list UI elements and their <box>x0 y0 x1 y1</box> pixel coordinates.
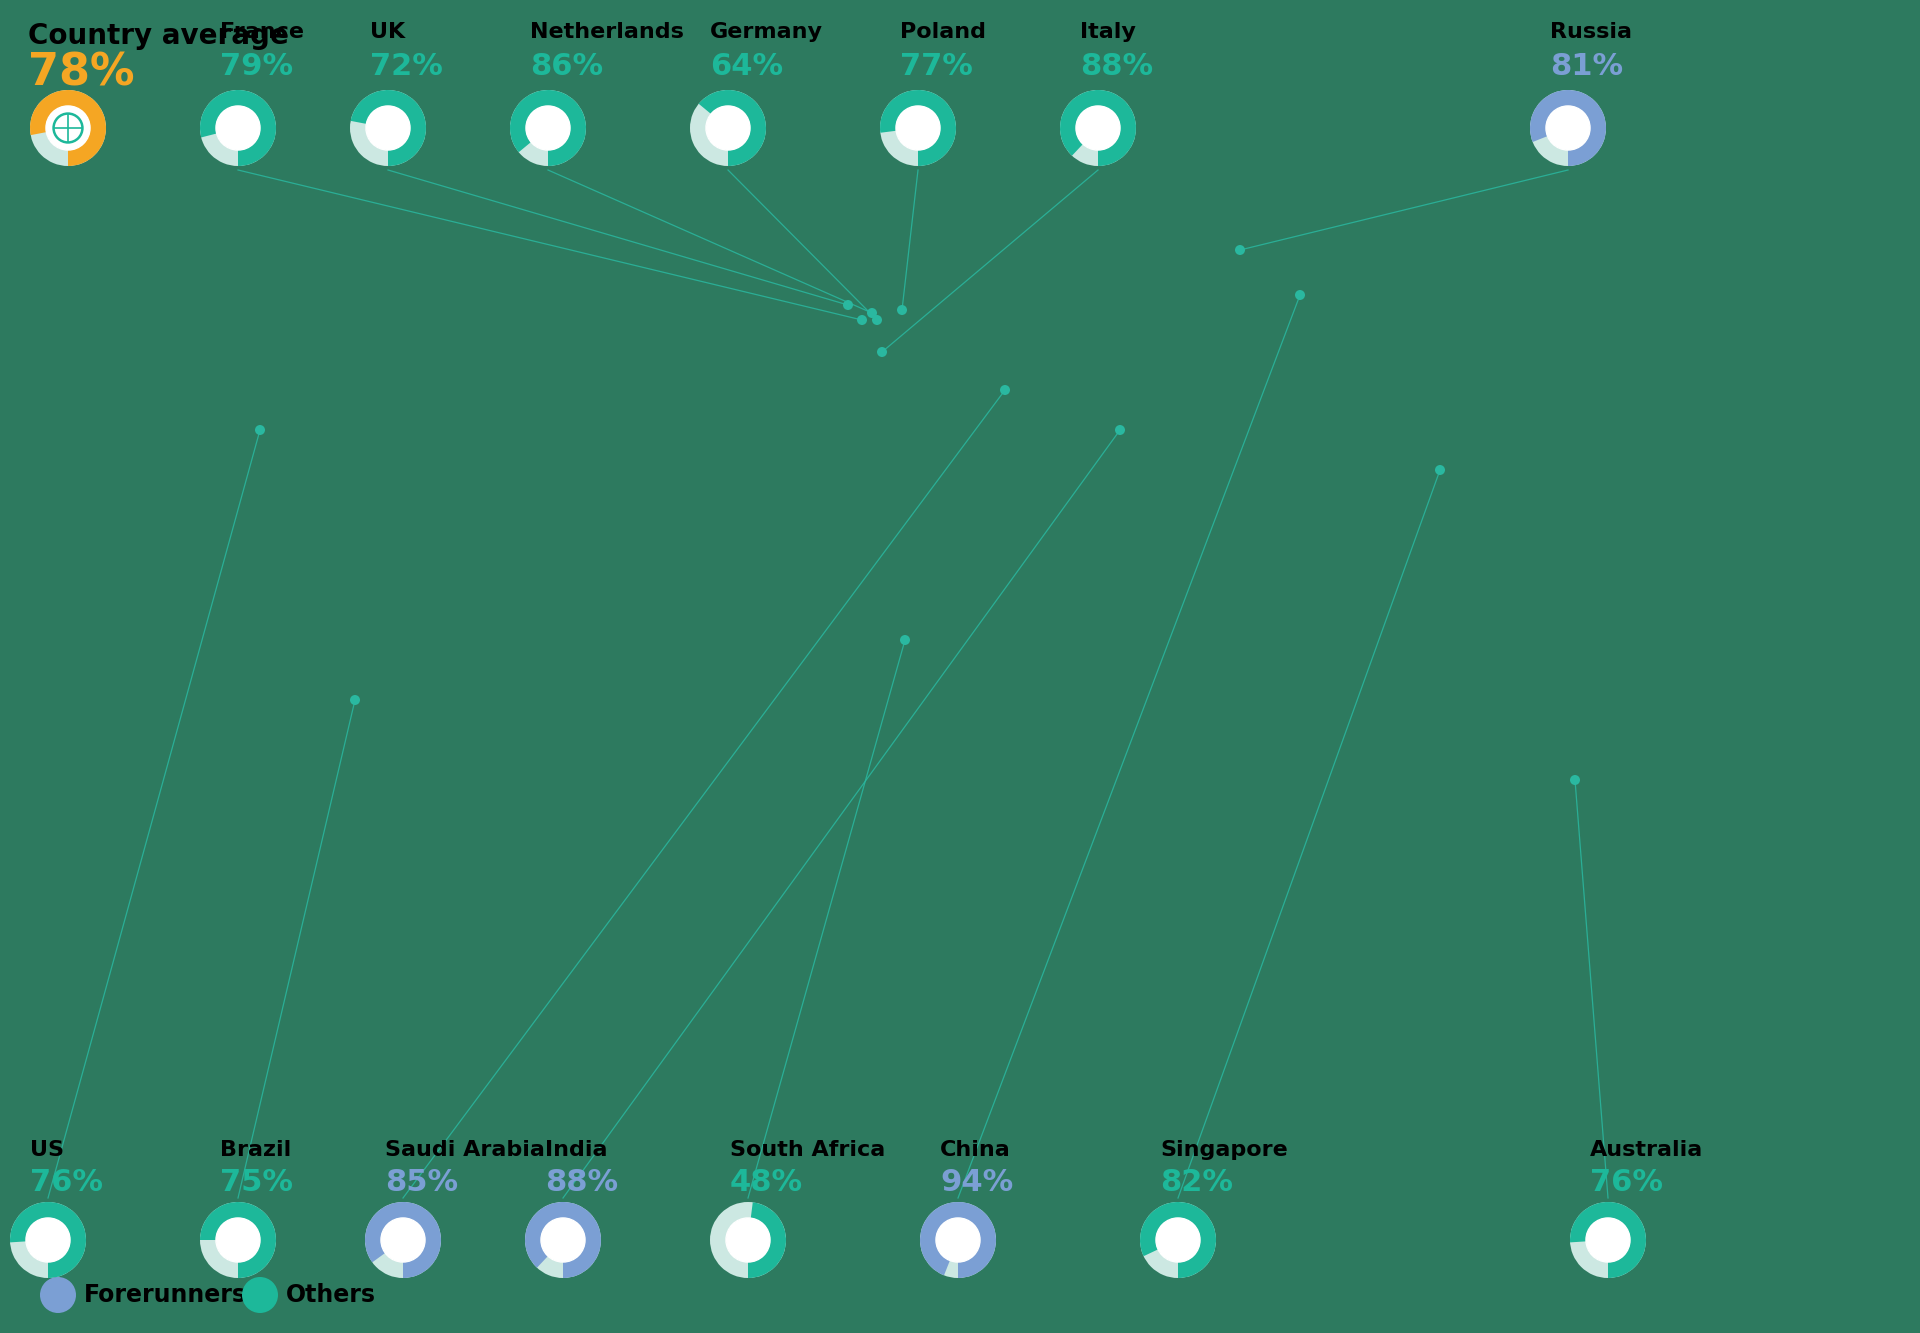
Wedge shape <box>365 1202 442 1278</box>
Wedge shape <box>200 91 276 167</box>
Circle shape <box>868 308 877 319</box>
Circle shape <box>872 315 881 325</box>
Text: 88%: 88% <box>545 1168 618 1197</box>
Wedge shape <box>920 1202 996 1278</box>
Text: 88%: 88% <box>1079 52 1154 81</box>
Text: Poland: Poland <box>900 23 987 43</box>
Text: Germany: Germany <box>710 23 824 43</box>
Wedge shape <box>699 91 766 167</box>
Text: 82%: 82% <box>1160 1168 1233 1197</box>
Circle shape <box>1546 105 1590 151</box>
Wedge shape <box>31 91 106 167</box>
Text: Saudi Arabia: Saudi Arabia <box>386 1140 545 1160</box>
Text: 77%: 77% <box>900 52 973 81</box>
Text: 75%: 75% <box>221 1168 294 1197</box>
Wedge shape <box>365 1202 442 1278</box>
Text: Singapore: Singapore <box>1160 1140 1288 1160</box>
Wedge shape <box>31 91 106 167</box>
Wedge shape <box>200 1202 276 1278</box>
Text: 85%: 85% <box>386 1168 459 1197</box>
Text: Italy: Italy <box>1079 23 1137 43</box>
Text: Brazil: Brazil <box>221 1140 292 1160</box>
Text: Others: Others <box>286 1282 376 1306</box>
Circle shape <box>726 1218 770 1262</box>
Wedge shape <box>200 91 276 167</box>
Text: 94%: 94% <box>941 1168 1014 1197</box>
Text: 81%: 81% <box>1549 52 1622 81</box>
Circle shape <box>242 1277 278 1313</box>
Wedge shape <box>351 91 426 167</box>
Wedge shape <box>349 91 426 167</box>
Wedge shape <box>1571 1202 1645 1278</box>
Wedge shape <box>879 91 956 167</box>
Wedge shape <box>879 91 956 167</box>
Text: 72%: 72% <box>371 52 444 81</box>
Wedge shape <box>1571 1202 1645 1278</box>
Text: 48%: 48% <box>730 1168 803 1197</box>
Circle shape <box>367 105 411 151</box>
Text: Netherlands: Netherlands <box>530 23 684 43</box>
Text: 76%: 76% <box>31 1168 104 1197</box>
Circle shape <box>1294 291 1306 300</box>
Wedge shape <box>511 91 586 167</box>
Circle shape <box>541 1218 586 1262</box>
Circle shape <box>935 1218 979 1262</box>
Circle shape <box>877 347 887 357</box>
Text: 76%: 76% <box>1590 1168 1663 1197</box>
Wedge shape <box>511 91 586 167</box>
Text: Russia: Russia <box>1549 23 1632 43</box>
Wedge shape <box>1530 91 1605 167</box>
Wedge shape <box>10 1202 86 1278</box>
Circle shape <box>1000 385 1010 395</box>
Circle shape <box>1235 245 1244 255</box>
Circle shape <box>900 635 910 645</box>
Wedge shape <box>710 1202 785 1278</box>
Text: India: India <box>545 1140 607 1160</box>
Text: UK: UK <box>371 23 405 43</box>
Wedge shape <box>524 1202 601 1278</box>
Text: 64%: 64% <box>710 52 783 81</box>
Circle shape <box>1075 105 1119 151</box>
Wedge shape <box>920 1202 996 1278</box>
Wedge shape <box>524 1202 601 1278</box>
Text: 79%: 79% <box>221 52 294 81</box>
Text: South Africa: South Africa <box>730 1140 885 1160</box>
Circle shape <box>255 425 265 435</box>
Text: Forerunners: Forerunners <box>84 1282 248 1306</box>
Wedge shape <box>749 1202 785 1278</box>
Text: France: France <box>221 23 303 43</box>
Circle shape <box>40 1277 77 1313</box>
Circle shape <box>215 1218 259 1262</box>
Circle shape <box>1434 465 1446 475</box>
Text: 86%: 86% <box>530 52 603 81</box>
Circle shape <box>349 694 361 705</box>
Circle shape <box>1116 425 1125 435</box>
Circle shape <box>897 305 906 315</box>
Circle shape <box>526 105 570 151</box>
Text: 78%: 78% <box>29 52 134 95</box>
Circle shape <box>46 105 90 151</box>
Wedge shape <box>1140 1202 1215 1278</box>
Wedge shape <box>1060 91 1137 167</box>
Circle shape <box>843 300 852 311</box>
Circle shape <box>856 315 868 325</box>
Wedge shape <box>1140 1202 1215 1278</box>
Wedge shape <box>10 1202 86 1278</box>
Wedge shape <box>1060 91 1137 167</box>
Circle shape <box>707 105 751 151</box>
Wedge shape <box>200 1202 276 1278</box>
Circle shape <box>27 1218 69 1262</box>
Circle shape <box>215 105 259 151</box>
Circle shape <box>897 105 941 151</box>
Circle shape <box>1571 774 1580 785</box>
Circle shape <box>1586 1218 1630 1262</box>
Wedge shape <box>1530 91 1605 167</box>
Circle shape <box>1156 1218 1200 1262</box>
Text: Country average: Country average <box>29 23 288 51</box>
Wedge shape <box>689 91 766 167</box>
Circle shape <box>380 1218 424 1262</box>
Text: Australia: Australia <box>1590 1140 1703 1160</box>
Text: China: China <box>941 1140 1010 1160</box>
Text: US: US <box>31 1140 63 1160</box>
